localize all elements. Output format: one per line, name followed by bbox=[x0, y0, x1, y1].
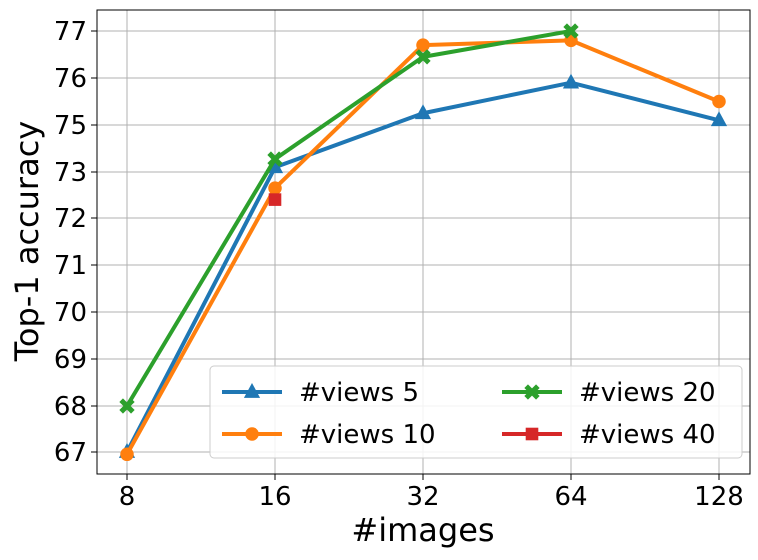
y-tick-label: 70 bbox=[54, 298, 87, 328]
x-axis: 8 16 32 64 128 bbox=[119, 474, 744, 512]
y-axis: 67 68 69 70 71 72 73 75 76 77 bbox=[54, 17, 97, 468]
x-tick-label: 16 bbox=[258, 482, 291, 512]
triangle-marker bbox=[562, 73, 580, 89]
circle-marker bbox=[416, 38, 430, 52]
y-tick-label: 73 bbox=[54, 158, 87, 188]
series-layer bbox=[118, 23, 728, 462]
legend-box bbox=[209, 365, 743, 459]
circle-marker bbox=[268, 181, 282, 195]
legend: #views 5 #views 10 #views 20 #views 40 bbox=[209, 365, 743, 459]
x-tick-label: 32 bbox=[406, 482, 439, 512]
x-tick-label: 8 bbox=[119, 482, 136, 512]
legend-item: #views 5 bbox=[222, 378, 419, 408]
y-tick-label: 76 bbox=[54, 64, 87, 94]
triangle-marker bbox=[710, 111, 728, 127]
y-tick-label: 71 bbox=[54, 251, 87, 281]
series-views-20 bbox=[119, 23, 579, 414]
legend-label: #views 20 bbox=[579, 378, 716, 408]
x-axis-label: #images bbox=[351, 511, 494, 549]
y-tick-label: 68 bbox=[54, 392, 87, 422]
series-views-10 bbox=[120, 33, 726, 462]
y-tick-label: 75 bbox=[54, 111, 87, 141]
circle-marker bbox=[120, 447, 134, 462]
x-tick-label: 64 bbox=[554, 482, 587, 512]
legend-label: #views 10 bbox=[299, 420, 436, 450]
y-tick-label: 69 bbox=[54, 345, 87, 375]
x-marker bbox=[119, 398, 135, 414]
y-tick-label: 77 bbox=[54, 17, 87, 47]
square-marker bbox=[525, 427, 539, 441]
x-marker bbox=[524, 384, 540, 400]
circle-marker bbox=[245, 427, 259, 441]
x-marker bbox=[563, 23, 579, 39]
circle-marker bbox=[712, 94, 726, 109]
triangle-marker bbox=[414, 104, 432, 120]
series-line bbox=[125, 29, 573, 408]
legend-item: #views 10 bbox=[222, 420, 436, 450]
y-tick-label: 72 bbox=[54, 204, 87, 234]
legend-item: #views 20 bbox=[502, 378, 716, 408]
x-marker bbox=[267, 151, 283, 167]
y-tick-label: 67 bbox=[54, 438, 87, 468]
square-marker bbox=[268, 193, 282, 206]
x-tick-label: 128 bbox=[694, 482, 744, 512]
x-marker bbox=[415, 49, 431, 65]
y-axis-label: Top-1 accuracy bbox=[8, 121, 46, 362]
legend-item: #views 40 bbox=[502, 420, 716, 450]
series-views-40 bbox=[268, 193, 282, 206]
legend-label: #views 40 bbox=[579, 420, 716, 450]
legend-label: #views 5 bbox=[299, 378, 419, 408]
triangle-marker bbox=[243, 383, 261, 398]
